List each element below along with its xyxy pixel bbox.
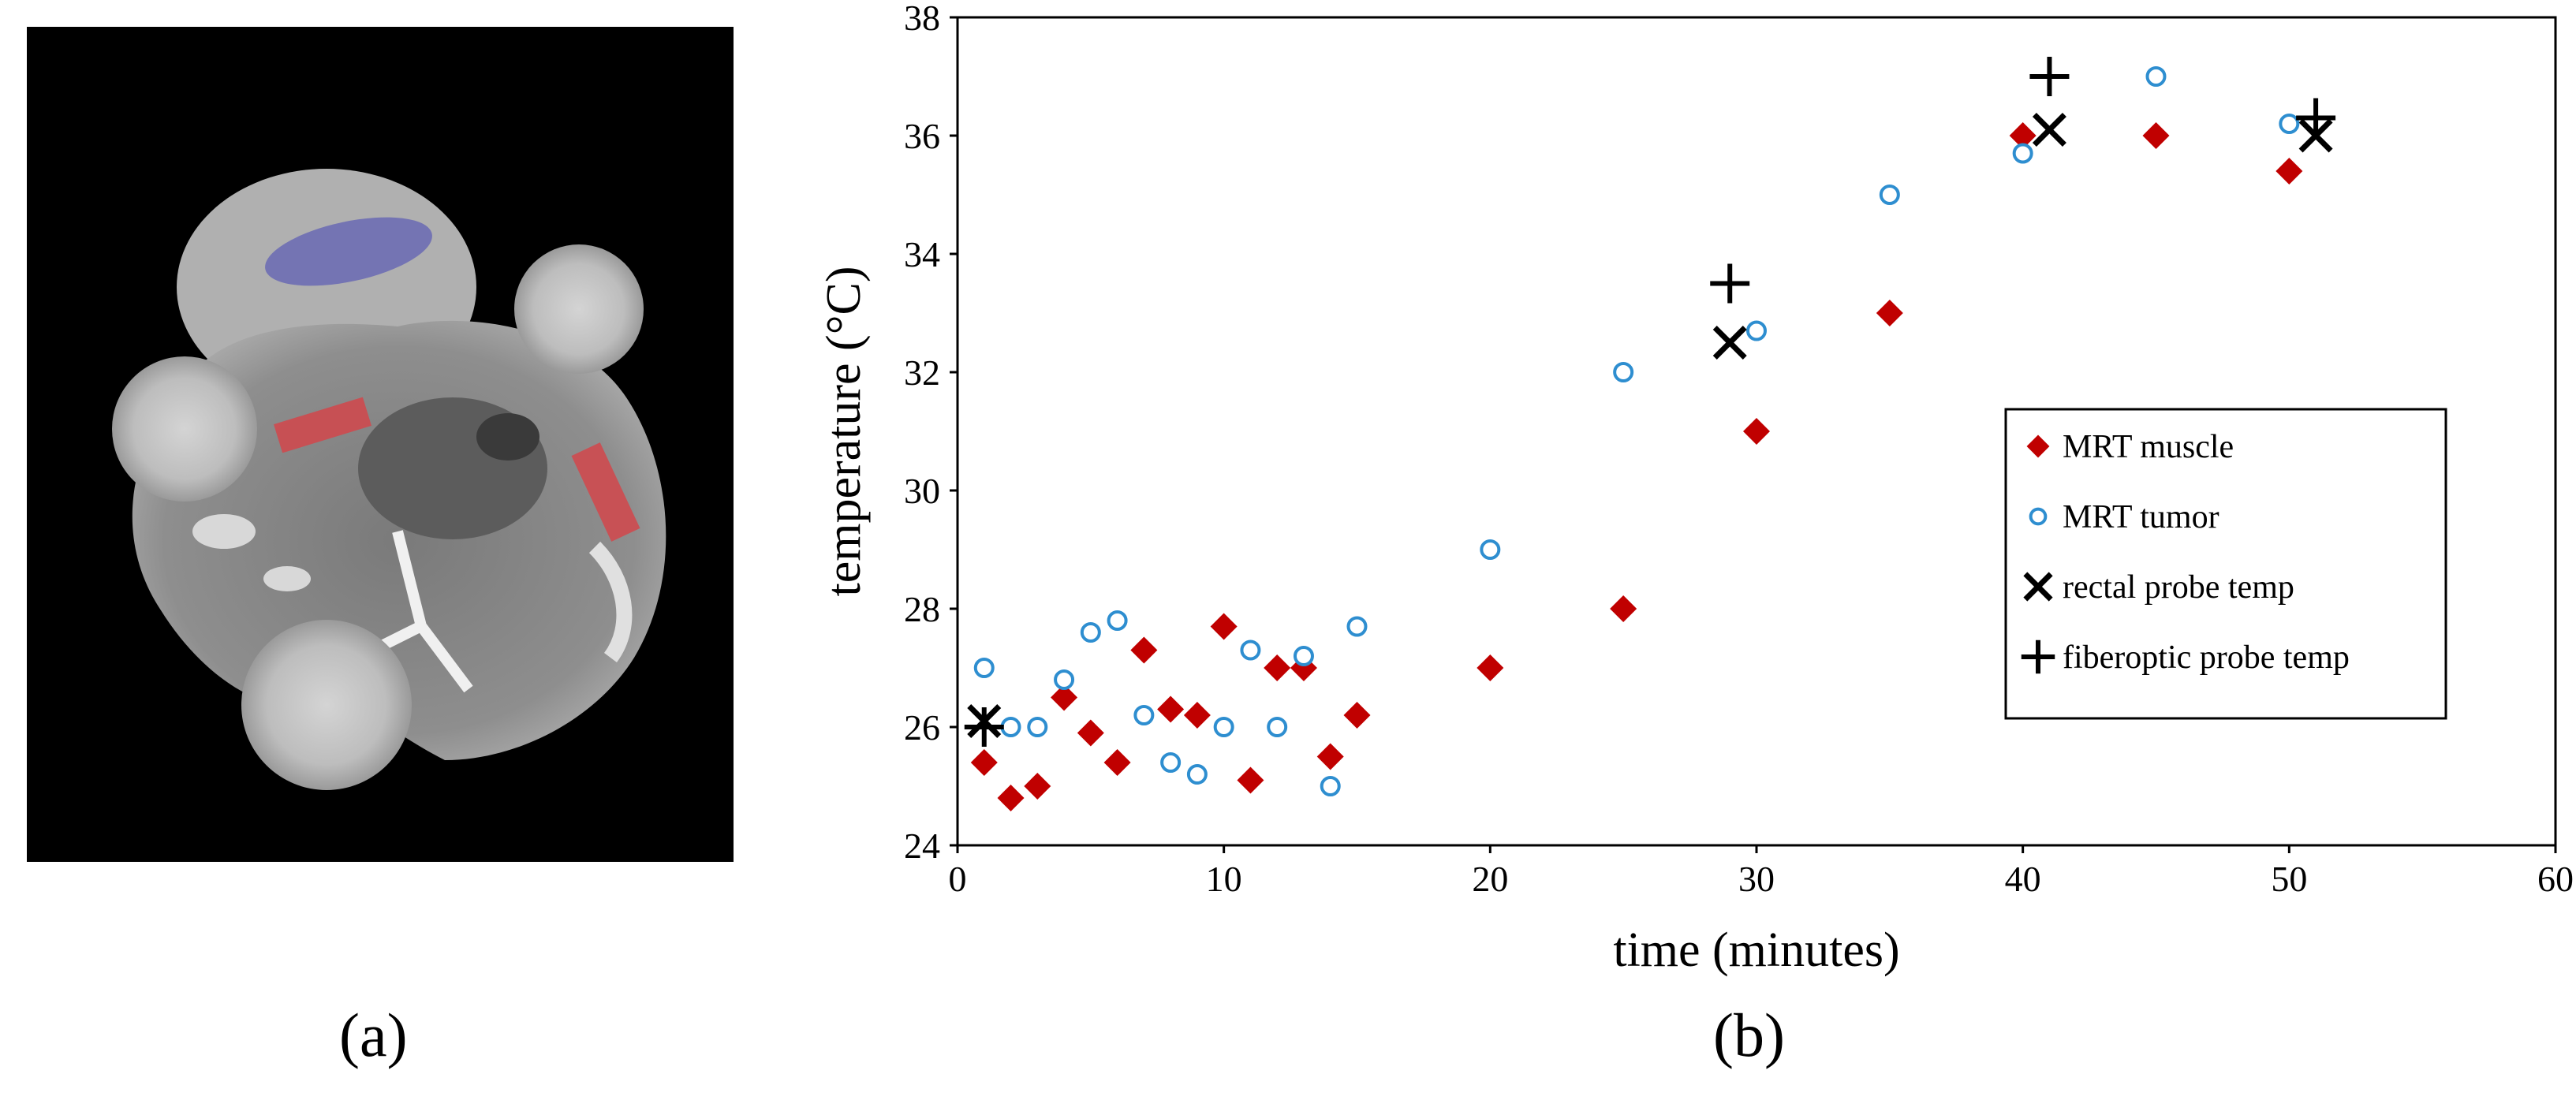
mrt-tumor-point	[1000, 717, 1021, 737]
mrt-tumor-point	[1879, 185, 1900, 205]
mrt-muscle-point	[1743, 418, 1770, 445]
panel-label-b: (b)	[1713, 1001, 1785, 1069]
mrt-muscle-point	[1237, 766, 1264, 794]
legend-label-rectal-probe-temp: rectal probe temp	[2063, 569, 2294, 606]
y-tick-label: 26	[904, 707, 940, 748]
mrt-tumor-point	[1480, 539, 1501, 560]
mrt-tumor-point	[1027, 717, 1048, 737]
y-tick-label: 34	[904, 234, 940, 274]
mrt-muscle-point	[1157, 695, 1185, 723]
legend-label-mrt-muscle: MRT muscle	[2063, 429, 2234, 465]
legend-marker-fiberoptic-probe-temp	[2021, 639, 2055, 674]
y-tick-label: 36	[904, 116, 940, 156]
y-axis-title: temperature (°C)	[817, 267, 871, 597]
mrt-muscle-point	[2275, 158, 2303, 185]
fiberoptic-probe-temp-point	[964, 707, 1004, 747]
y-tick-label: 28	[904, 589, 940, 629]
mrt-muscle-point	[1610, 595, 1637, 622]
mri-image	[27, 27, 734, 862]
mrt-muscle-point	[1183, 702, 1211, 729]
mrt-muscle-point	[1210, 613, 1238, 640]
fat-region	[192, 514, 256, 549]
fat-region-2	[263, 566, 311, 591]
organ-region-2	[476, 413, 539, 461]
mrt-muscle-point	[1264, 654, 1291, 681]
mrt-tumor-point	[1107, 610, 1128, 631]
x-axis-title: time (minutes)	[1613, 923, 1899, 977]
mrt-tumor-point	[1240, 639, 1261, 661]
y-tick-label: 24	[904, 826, 940, 866]
x-tick-label: 0	[949, 859, 967, 899]
legend-marker-mrt-tumor	[2029, 507, 2048, 526]
panel-label-a: (a)	[339, 1001, 408, 1069]
mrt-tumor-point	[2279, 114, 2300, 134]
mrt-tumor-point	[2145, 66, 2167, 87]
fiberoptic-probe-temp-point	[2296, 98, 2336, 138]
rectal-probe-temp-point	[1712, 326, 1747, 360]
mrt-tumor-point	[1160, 752, 1182, 773]
mrt-tumor-point	[1186, 764, 1208, 785]
mrt-muscle-point	[1130, 636, 1158, 664]
legend-box	[2004, 408, 2447, 720]
mrt-muscle-point	[1051, 684, 1078, 711]
x-tick-label: 10	[1206, 859, 1242, 899]
fiberoptic-probe-temp-point	[2029, 57, 2070, 96]
mrt-tumor-point	[1746, 320, 1767, 341]
mrt-muscle-point	[1477, 654, 1504, 681]
x-tick-label: 60	[2537, 859, 2574, 899]
y-tick-label: 30	[904, 471, 940, 511]
mrt-tumor-point	[1054, 669, 1075, 690]
temperature-chart: 0 10 20 30 40 50 60 24 26 28 30 32 34 36 38 time (minut…	[817, 0, 2574, 977]
mrt-muscle-point	[1343, 702, 1371, 729]
bright-edge	[588, 541, 633, 662]
mrt-tumor-point	[1267, 717, 1288, 737]
muscle-roi-right	[571, 442, 640, 542]
phantom-left	[112, 356, 257, 502]
mrt-tumor-point	[1293, 646, 1314, 666]
mrt-muscle-point	[1077, 719, 1104, 747]
mrt-tumor-point	[1346, 616, 1368, 637]
rectal-probe-temp-point	[2032, 113, 2066, 147]
muscle-roi-left	[274, 397, 371, 453]
mrt-muscle-point	[2009, 122, 2037, 149]
tumor-roi	[265, 217, 432, 286]
mrt-tumor-point	[1133, 705, 1155, 725]
x-tick-label: 40	[2005, 859, 2041, 899]
phantom-right	[514, 244, 644, 374]
mrt-muscle-point	[1024, 773, 1051, 800]
mrt-muscle-point	[997, 785, 1025, 811]
mrt-tumor-point	[1213, 717, 1234, 737]
mrt-tumor-point	[1320, 776, 1341, 796]
y-tick-label: 32	[904, 352, 940, 393]
mrt-tumor-point	[2012, 143, 2033, 164]
mrt-muscle-point	[970, 749, 998, 776]
x-tick-label: 50	[2271, 859, 2307, 899]
y-tick-label: 38	[904, 0, 940, 38]
mrt-muscle-point	[1316, 743, 1344, 770]
x-tick-label: 20	[1472, 859, 1508, 899]
x-tick-label: 30	[1738, 859, 1775, 899]
mrt-muscle-point	[1103, 749, 1131, 776]
legend-marker-rectal-probe-temp	[2023, 572, 2053, 602]
legend-label-mrt-tumor: MRT tumor	[2063, 499, 2219, 535]
mrt-tumor-point	[973, 658, 995, 678]
legend-label-fiberoptic-probe-temp: fiberoptic probe temp	[2063, 639, 2350, 676]
fiberoptic-probe-temp-point	[1710, 263, 1750, 304]
mrt-tumor-point	[1613, 362, 1634, 382]
mrt-muscle-point	[1876, 300, 1903, 326]
mrt-muscle-point	[2142, 122, 2170, 149]
mrt-tumor-point	[1080, 622, 1101, 643]
phantom-bottom	[241, 620, 412, 790]
